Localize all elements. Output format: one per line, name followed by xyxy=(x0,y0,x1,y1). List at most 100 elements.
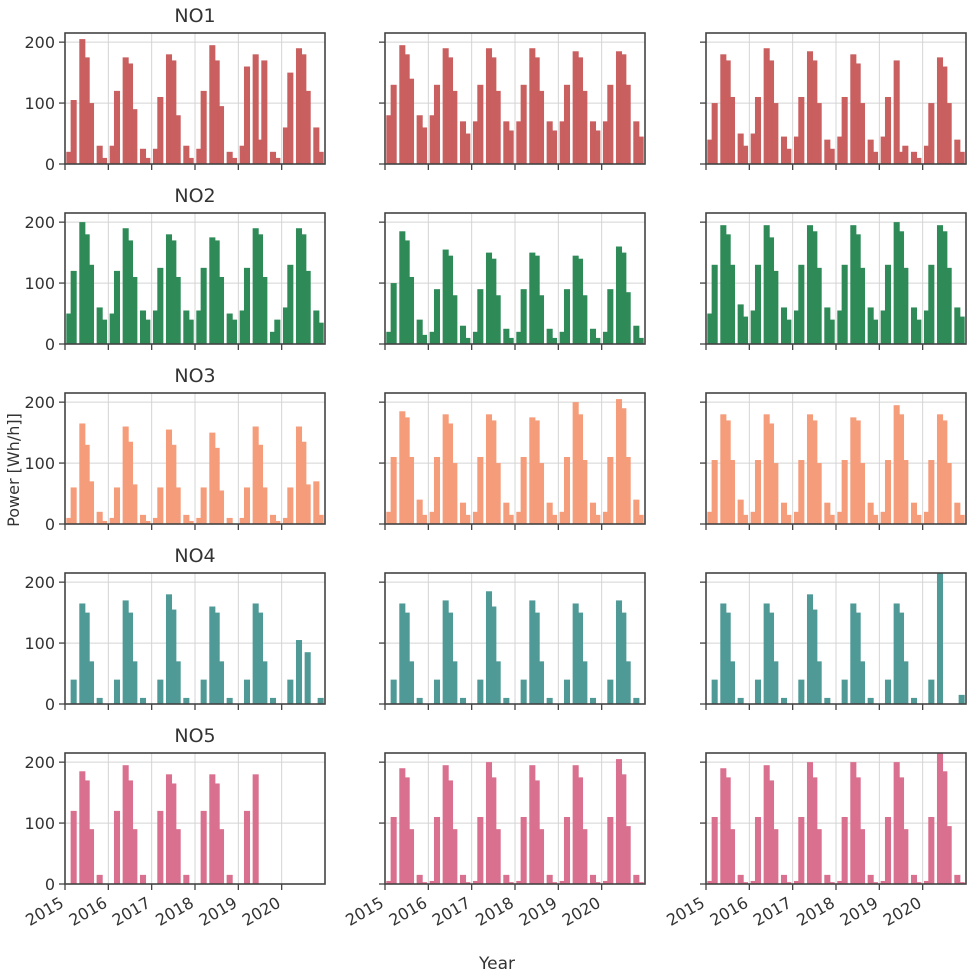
bar-24 xyxy=(213,447,220,524)
bar-34 xyxy=(274,319,281,344)
panel-r2-c2 xyxy=(379,212,646,350)
x-tick-label-2017: 2017 xyxy=(109,893,154,930)
bar-23 xyxy=(529,48,536,164)
bar-27 xyxy=(550,337,558,344)
bar-13 xyxy=(144,520,151,524)
bar-36 xyxy=(607,289,614,344)
bar-27 xyxy=(871,514,879,524)
bar-18 xyxy=(174,115,181,164)
bar-37 xyxy=(936,573,944,704)
bar-15 xyxy=(477,679,484,704)
bar-12 xyxy=(459,325,467,344)
bar-16 xyxy=(165,429,173,524)
x-tick-label-2020: 2020 xyxy=(559,893,604,930)
x-tick-label-2015: 2015 xyxy=(663,893,708,930)
bar-13 xyxy=(785,319,792,344)
bar-23 xyxy=(529,417,536,524)
bar-17 xyxy=(170,609,177,704)
bar-27 xyxy=(871,882,879,884)
bar-19 xyxy=(503,697,510,704)
bar-33 xyxy=(589,328,597,344)
bar-33 xyxy=(269,697,277,704)
bar-31 xyxy=(256,444,264,524)
bar-10 xyxy=(767,780,775,884)
bar-1 xyxy=(70,487,77,524)
bar-37 xyxy=(615,399,623,524)
bar-26 xyxy=(226,697,233,704)
bar-21 xyxy=(196,148,203,164)
bar-35 xyxy=(602,511,610,524)
bar-30 xyxy=(252,774,259,884)
bar-4 xyxy=(87,661,95,704)
bar-13 xyxy=(785,882,792,884)
bar-11 xyxy=(451,829,458,884)
bar-4 xyxy=(407,276,415,344)
bar-36 xyxy=(928,460,935,524)
bar-17 xyxy=(490,420,497,524)
bar-41 xyxy=(958,882,965,884)
bar-5 xyxy=(737,499,744,524)
bar-24 xyxy=(533,420,540,524)
x-tick-label-2016: 2016 xyxy=(707,893,752,930)
bar-23 xyxy=(209,774,216,884)
bar-19 xyxy=(183,874,190,884)
bar-9 xyxy=(763,48,770,164)
bar-24 xyxy=(533,780,540,884)
bar-4 xyxy=(87,103,95,164)
bar-9 xyxy=(442,600,449,704)
bar-20 xyxy=(507,882,514,884)
bar-25 xyxy=(537,829,545,884)
bar-1 xyxy=(711,679,718,704)
bar-6 xyxy=(100,157,108,164)
bar-16 xyxy=(165,54,173,165)
bar-28 xyxy=(559,511,566,524)
bar-27 xyxy=(871,319,879,344)
bar-27 xyxy=(230,157,238,164)
bar-4 xyxy=(87,481,95,524)
bar-29 xyxy=(563,289,571,344)
bar-21 xyxy=(196,310,203,344)
bar-27 xyxy=(550,514,558,524)
bar-38 xyxy=(300,234,307,344)
bar-39 xyxy=(624,661,631,704)
bar-19 xyxy=(503,874,510,884)
bar-40 xyxy=(954,502,961,524)
bar-39 xyxy=(624,292,631,344)
bar-2 xyxy=(79,771,86,884)
bar-11 xyxy=(451,661,458,704)
bar-22 xyxy=(841,679,848,704)
bar-17 xyxy=(811,231,818,344)
bar-14 xyxy=(793,880,801,884)
bar-14 xyxy=(793,511,801,524)
bar-31 xyxy=(256,612,264,704)
bar-3 xyxy=(403,612,410,704)
bar-4 xyxy=(407,661,415,704)
bar-24 xyxy=(854,63,861,164)
bar-13 xyxy=(785,514,792,524)
bar-37 xyxy=(936,57,944,164)
bar-23 xyxy=(850,762,857,884)
bar-7 xyxy=(429,115,436,164)
bar-11 xyxy=(772,103,779,164)
bar-36 xyxy=(287,679,294,704)
bar-16 xyxy=(485,591,493,704)
bar-35 xyxy=(923,880,931,884)
bar-37 xyxy=(936,225,944,344)
bar-25 xyxy=(217,829,225,884)
bar-7 xyxy=(109,145,116,164)
bar-29 xyxy=(884,96,892,164)
bar-5 xyxy=(416,499,423,524)
bar-10 xyxy=(767,237,775,344)
bar-10 xyxy=(446,612,454,704)
bar-24 xyxy=(533,255,540,344)
bar-35 xyxy=(282,307,290,344)
bar-22 xyxy=(841,264,848,344)
bar-5 xyxy=(737,697,744,704)
bar-40 xyxy=(954,307,961,344)
bar-36 xyxy=(928,679,935,704)
bar-32 xyxy=(902,661,909,704)
bar-26 xyxy=(226,517,233,524)
bar-0 xyxy=(66,151,73,164)
bar-30 xyxy=(252,228,259,344)
